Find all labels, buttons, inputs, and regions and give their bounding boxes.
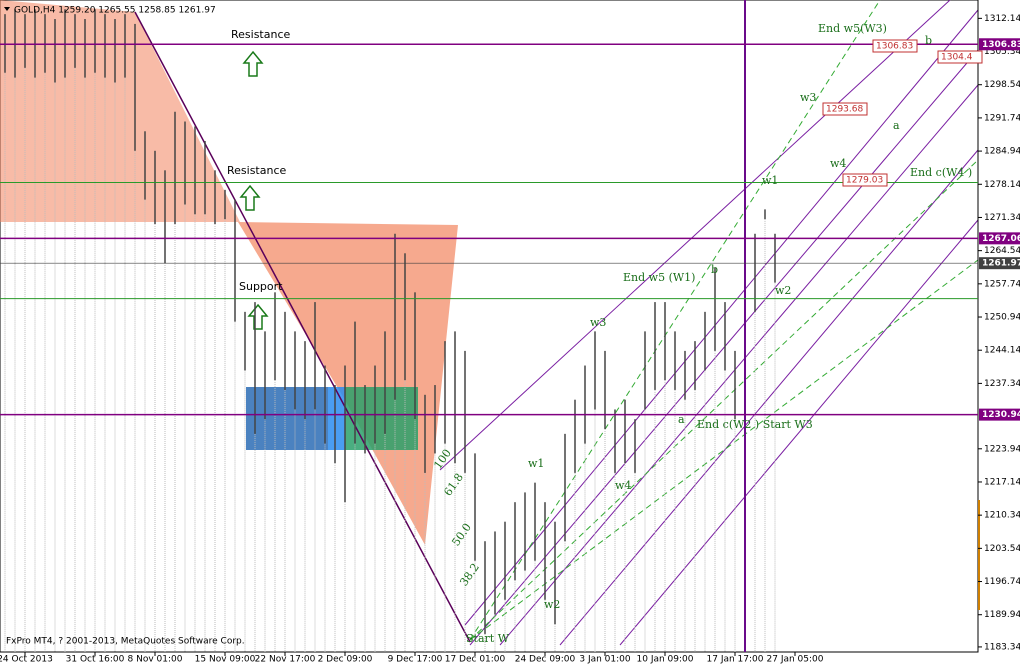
price-box-label: 1293.68	[826, 105, 863, 115]
y-tick-label: 1278.14	[984, 180, 1020, 190]
y-tick-label: 1284.94	[984, 147, 1020, 157]
zone	[238, 222, 458, 545]
y-tick-label: 1257.74	[984, 279, 1020, 289]
level-label: 1230.94	[982, 410, 1020, 420]
drawings	[0, 0, 979, 646]
price-box-label: 1304.4	[941, 53, 973, 63]
level-tag	[979, 38, 1020, 51]
level-label: 1261.97	[982, 259, 1020, 269]
header: GOLD,H4 1259.20 1265.55 1258.85 1261.97	[14, 6, 216, 16]
x-tick-label: 31 Oct 16:00	[66, 655, 125, 665]
level-label: 1306.83	[982, 40, 1020, 50]
y-tick-label: 1183.34	[984, 642, 1020, 652]
y-tick-label: 1189.94	[984, 610, 1020, 620]
y-tick-label: 1305.34	[984, 47, 1020, 57]
annotation: a	[893, 119, 900, 132]
y-tick-label: 1271.34	[984, 213, 1020, 223]
level-label: 1267.06	[982, 234, 1020, 244]
y-tick-label: 1223.94	[984, 444, 1020, 454]
level-tag	[979, 232, 1020, 245]
level-tag	[979, 408, 1020, 421]
annotation: Support	[239, 280, 283, 293]
annotation: Resistance	[227, 164, 287, 177]
box	[328, 387, 345, 450]
y-tick-label: 1312.14	[984, 14, 1020, 24]
annotation: w3	[800, 91, 816, 104]
x-tick-label: 15 Nov 09:00	[195, 655, 256, 665]
y-tick-label: 1210.34	[984, 511, 1020, 521]
price-box	[842, 173, 888, 187]
x-tick-label: 9 Dec 17:00	[388, 655, 443, 665]
annotation: a	[678, 413, 685, 426]
annotation: End c(W4 )	[910, 166, 972, 179]
x-tick-label: 2 Dec 09:00	[318, 655, 373, 665]
annotation: End w5 (W1)	[623, 271, 695, 284]
y-tick-label: 1237.34	[984, 379, 1020, 389]
zone	[0, 0, 240, 222]
y-tick-label: 1250.94	[984, 313, 1020, 323]
annotation: w4	[615, 479, 631, 492]
volume-bar	[978, 500, 980, 610]
annotation: w4	[830, 157, 846, 170]
annotation: Resistance	[231, 28, 291, 41]
y-tick-label: 1196.74	[984, 577, 1020, 587]
price-box	[872, 39, 918, 53]
x-tick-label: 8 Nov 01:00	[128, 655, 183, 665]
y-tick-label: 1244.14	[984, 346, 1020, 356]
price-box	[937, 50, 983, 64]
x-tick-label: 24 Dec 09:00	[515, 655, 576, 665]
annotation: w2	[544, 598, 560, 611]
x-tick-label: 22 Nov 17:00	[255, 655, 316, 665]
annotation: w3	[590, 316, 606, 329]
price-box-label: 1279.03	[846, 176, 883, 186]
price-box-label: 1306.83	[876, 42, 913, 52]
y-tick-label: 1264.54	[984, 246, 1020, 256]
y-tick-label: 1203.54	[984, 544, 1020, 554]
annotation: w2	[775, 284, 791, 297]
annotation: End w5(W3)	[818, 22, 887, 35]
x-tick-label: 24 Oct 2013	[0, 655, 53, 665]
copyright: FxPro MT4, ? 2001-2013, MetaQuotes Softw…	[6, 637, 245, 647]
annotation: w1	[528, 457, 544, 470]
x-tick-label: 3 Jan 01:00	[579, 655, 631, 665]
annotation: End c(W2 ) Start W3	[697, 418, 813, 431]
annotation: b	[711, 263, 718, 276]
trend-line	[134, 11, 471, 643]
level-tag	[979, 257, 1020, 270]
y-tick-label: 1291.74	[984, 113, 1020, 123]
x-tick-label: 17 Jan 17:00	[707, 655, 764, 665]
arrow-up	[239, 50, 269, 330]
annotation: Start W	[466, 632, 510, 645]
x-tick-label: 10 Jan 09:00	[637, 655, 694, 665]
price-box	[822, 102, 868, 116]
x-tick-label: 17 Dec 01:00	[445, 655, 506, 665]
annotation: b	[925, 34, 932, 47]
box	[345, 387, 418, 450]
y-tick-label: 1217.14	[984, 477, 1020, 487]
y-tick-label: 1298.54	[984, 80, 1020, 90]
annotation: w1	[762, 174, 778, 187]
x-tick-label: 27 Jan 05:00	[767, 655, 824, 665]
menu-arrow	[4, 7, 10, 11]
